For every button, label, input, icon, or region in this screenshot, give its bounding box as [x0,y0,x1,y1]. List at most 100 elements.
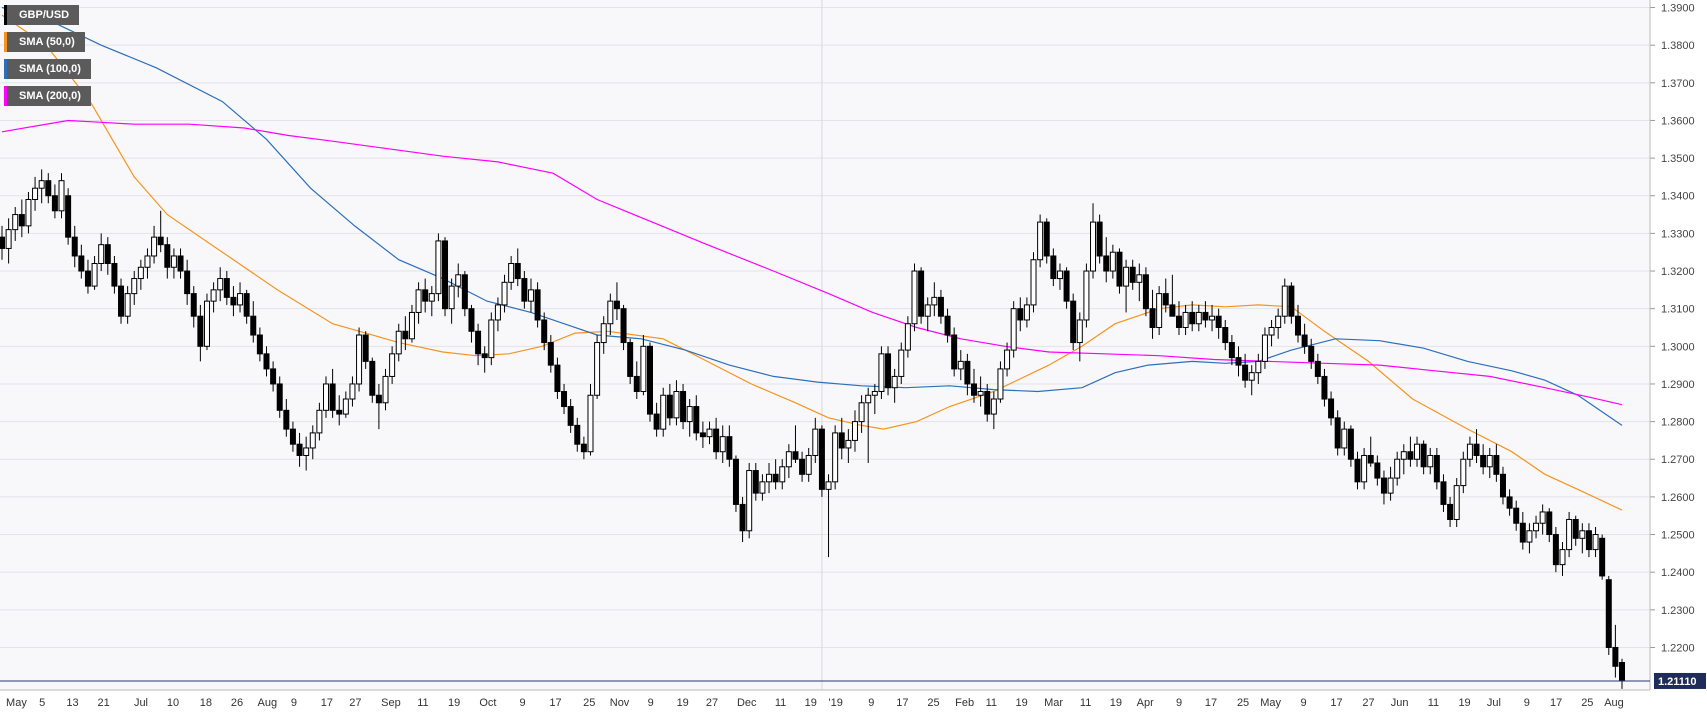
candle-body-up [660,394,667,430]
legend-item-sma-100-0[interactable]: SMA (100,0) [4,59,91,79]
legend-item-gbp-usd[interactable]: GBP/USD [4,5,80,25]
candle-body-up [904,323,911,351]
x-tick-label: 11 [1080,697,1091,709]
candle [1050,248,1057,287]
candle-body-down [276,383,283,411]
candle [71,225,78,268]
candle [580,436,587,460]
candle [1083,263,1090,328]
candle [1103,237,1110,283]
x-tick-label: 11 [1428,697,1439,709]
candle [964,353,971,396]
candle-body-up [395,330,402,355]
x-tick-label: 9 [1176,697,1182,709]
candle-body-up [1387,477,1394,494]
candle [501,274,508,313]
candle [1043,218,1050,264]
candle [1314,353,1321,384]
candle-body-down [250,315,257,336]
candle [395,323,402,362]
candle [488,312,495,366]
x-tick-label: 9 [520,697,526,709]
candle [1215,308,1222,339]
candle-body-down [84,270,91,287]
candle [838,417,845,460]
candle-body-down [1347,428,1354,460]
candle [1400,444,1407,475]
candle-body-down [1103,255,1110,272]
legend-item-sma-200-0[interactable]: SMA (200,0) [4,86,91,106]
candle-body-up [594,342,601,396]
candle-body-down [580,443,587,453]
plot-area [0,0,1650,690]
candle [865,387,872,464]
candle [647,342,653,422]
candle-body-up [1526,530,1533,543]
candle-body-down [971,383,977,396]
candle-body-up [1566,518,1573,551]
candle-body-down [1552,534,1559,566]
x-tick-label: May [6,697,27,709]
candle [1533,515,1540,539]
candle [541,312,548,351]
candle [1539,504,1546,535]
candle-body-up [1156,293,1163,328]
candle-body-down [554,364,561,392]
x-tick-label: Nov [610,697,630,709]
candle-body-up [977,390,984,396]
x-tick-label: 19 [1110,697,1122,709]
candle [1466,436,1473,467]
candle-body-up [1030,259,1037,306]
candle [283,399,290,437]
candle [1301,323,1308,354]
candle-body-down [0,236,5,249]
candle-body-down [1043,221,1050,257]
candle-body-up [1466,443,1473,460]
candle [1447,496,1454,528]
candle [1255,353,1262,384]
candle-body-down [164,244,171,268]
candle [1090,203,1097,279]
candle [1407,436,1414,467]
candle-body-down [613,300,620,310]
x-tick-label: 19 [1015,697,1027,709]
candle-body-down [1513,507,1520,524]
candle [1566,511,1573,558]
candle [1387,466,1394,501]
candle [1142,267,1149,317]
candle [1116,248,1123,294]
candle-body-up [303,447,310,456]
candle [1380,470,1387,505]
candle-body-down [726,436,733,460]
candle-body-down [51,195,58,212]
candle [997,361,1004,403]
candle-body-up [151,236,158,257]
y-tick-label: 1.2300 [1661,605,1695,617]
candle-body-down [65,195,72,238]
candle-body-up [785,451,792,468]
candle-body-up [719,436,726,453]
candle-body-down [1612,646,1619,667]
x-tick-label: 27 [349,697,361,709]
candle [514,248,521,287]
x-tick-label: Jul [134,697,148,709]
candle-body-up [1248,372,1255,381]
candle [752,463,759,501]
candle-body-down [1149,308,1156,328]
candle-body-down [944,315,951,336]
candle [1506,489,1513,516]
candle-body-up [1414,443,1421,460]
candle-body-up [878,353,885,392]
x-tick-label: 26 [231,697,243,709]
candle-body-down [1334,417,1341,449]
candle [157,210,164,253]
candle [799,451,806,482]
candle-body-down [475,330,482,355]
candle-body-up [170,255,177,268]
candle-body-down [772,473,779,483]
candle-body-down [1506,496,1513,509]
legend-item-sma-50-0[interactable]: SMA (50,0) [4,32,85,52]
candle [494,297,501,332]
candle [1519,511,1526,550]
